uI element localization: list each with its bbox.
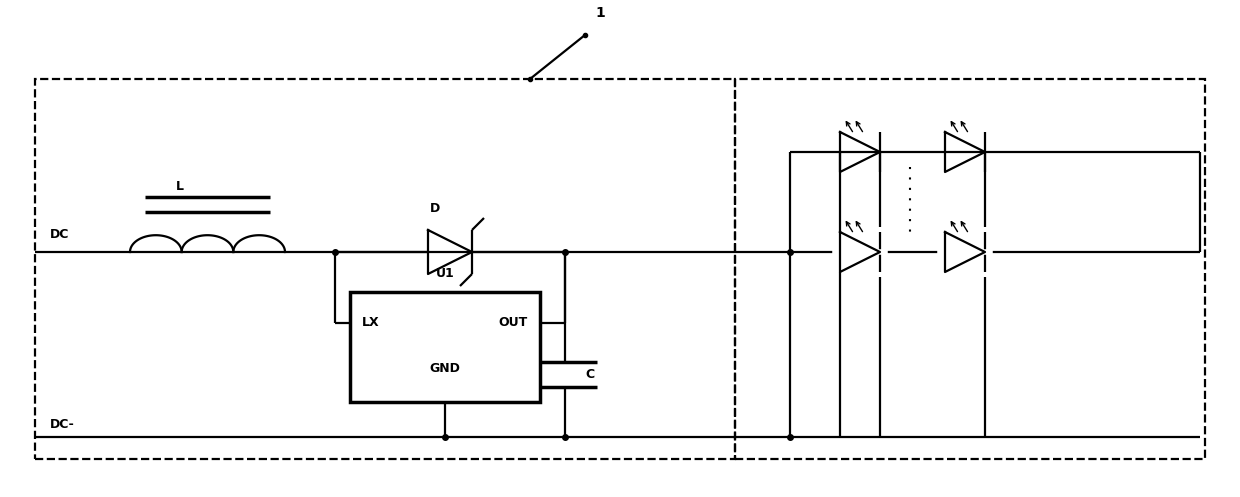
- Text: LX: LX: [362, 316, 379, 330]
- Bar: [35, 79, 735, 459]
- Text: DC: DC: [50, 229, 69, 242]
- Text: 1: 1: [595, 6, 605, 20]
- Bar: [735, 79, 1205, 459]
- Text: D: D: [430, 202, 440, 216]
- Text: OUT: OUT: [498, 316, 528, 330]
- Text: DC-: DC-: [50, 418, 74, 431]
- Text: GND: GND: [429, 362, 460, 376]
- Text: L: L: [176, 180, 184, 193]
- Bar: [350, 292, 539, 402]
- Text: U1: U1: [435, 267, 454, 280]
- Text: C: C: [585, 368, 594, 382]
